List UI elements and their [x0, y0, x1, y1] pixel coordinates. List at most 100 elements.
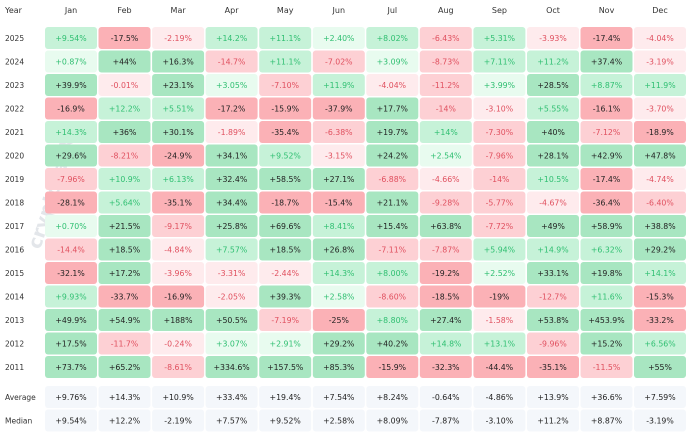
cell-2014-mar [152, 285, 205, 308]
cell-value-2013-mar: +188% [164, 316, 193, 325]
cell-value-2023-jul: -4.04% [379, 81, 407, 90]
cell-value-2011-sep: -44.4% [486, 363, 514, 372]
summary-cell-median-jun [312, 409, 365, 432]
row-label-2013: 2013 [5, 316, 24, 325]
cell-value-2015-may: -2.44% [271, 269, 299, 278]
column-header-oct: Oct [546, 6, 560, 15]
summary-cell-median-dec [634, 409, 686, 432]
cell-2011-nov [580, 356, 633, 378]
cell-value-2024-apr: -14.7% [218, 58, 246, 67]
cell-2022-sep [473, 97, 526, 120]
summary-cell-median-oct [527, 409, 579, 432]
cell-2019-nov [580, 168, 633, 190]
cell-2013-oct [527, 309, 579, 331]
cell-2016-apr [205, 238, 258, 261]
cell-value-2018-jan: -28.1% [57, 199, 85, 208]
cell-value-2014-oct: -12.7% [539, 293, 567, 302]
cell-2015-feb [98, 262, 151, 284]
cell-value-2016-jan: -14.4% [57, 246, 85, 255]
cell-value-2025-mar: -2.19% [164, 34, 192, 43]
column-header-row: Year Jan Feb Mar Apr May Jun Jul Aug Sep Oct Nov De… [4, 6, 668, 15]
cell-value-2018-oct: -4.67% [539, 199, 567, 208]
summary-value-average-oct: +13.9% [537, 393, 568, 402]
cell-2017-oct [527, 215, 579, 237]
summary-value-median-apr: +7.57% [216, 417, 247, 426]
cell-value-2016-nov: +6.32% [591, 246, 622, 255]
cell-value-2016-feb: +18.5% [109, 246, 140, 255]
cell-value-2022-jun: -37.9% [325, 105, 353, 114]
cell-value-2017-dec: +38.8% [644, 222, 675, 231]
cell-2021-jun [312, 121, 365, 143]
cell-value-2015-sep: +2.52% [484, 269, 515, 278]
cell-2020-mar [152, 144, 205, 167]
cell-2022-jun [312, 97, 365, 120]
cell-value-2016-apr: +7.57% [216, 246, 247, 255]
cell-value-2019-mar: +6.13% [162, 175, 193, 184]
summary-cell-average-mar [152, 386, 205, 408]
summary-value-average-jun: +7.54% [323, 393, 354, 402]
cell-2021-jul [366, 121, 419, 143]
cell-value-2013-aug: +27.4% [430, 316, 461, 325]
cell-2021-may [259, 121, 312, 143]
summary-cell-average-apr [205, 386, 258, 408]
cell-value-2025-may: +11.1% [270, 34, 301, 43]
cell-2025-aug [419, 27, 472, 49]
cell-value-2012-oct: -9.96% [539, 340, 567, 349]
summary-cell-average-jul [366, 386, 419, 408]
cell-value-2023-dec: +11.9% [644, 81, 675, 90]
cell-value-2023-mar: +23.1% [162, 81, 193, 90]
cell-value-2014-may: +39.3% [270, 293, 301, 302]
cell-2024-apr [205, 50, 258, 73]
cell-2012-aug [419, 332, 472, 355]
cell-2017-mar [152, 215, 205, 237]
cell-value-2017-apr: +25.8% [216, 222, 247, 231]
cell-2012-jun [312, 332, 365, 355]
cell-value-2025-feb: -17.5% [111, 34, 139, 43]
cell-2022-oct [527, 97, 579, 120]
summary-value-average-dec: +7.59% [644, 393, 675, 402]
cell-2012-sep [473, 332, 526, 355]
cell-2025-apr [205, 27, 258, 49]
column-header-aug: Aug [438, 6, 454, 15]
summary-cell-median-feb [98, 409, 151, 432]
cell-value-2018-nov: -36.4% [593, 199, 621, 208]
cell-2023-jun [312, 74, 365, 96]
cell-value-2014-nov: +11.6% [591, 293, 622, 302]
cell-2018-oct [527, 191, 579, 214]
cell-value-2011-jan: +73.7% [55, 363, 86, 372]
summary-value-median-may: +9.52% [270, 417, 301, 426]
cell-value-2023-jan: +39.9% [55, 81, 86, 90]
cell-2012-nov [580, 332, 633, 355]
cell-value-2014-sep: -19% [489, 293, 509, 302]
row-label-2011: 2011 [5, 363, 24, 372]
cell-2025-sep [473, 27, 526, 49]
cell-value-2023-jun: +11.9% [323, 81, 354, 90]
cell-2019-jan [45, 168, 97, 190]
summary-cell-median-may [259, 409, 312, 432]
cell-value-2015-dec: +14.1% [644, 269, 675, 278]
cell-2017-sep [473, 215, 526, 237]
cell-2017-dec [634, 215, 686, 237]
cell-value-2022-nov: -16.1% [593, 105, 621, 114]
cell-2011-mar [152, 356, 205, 378]
summary-cell-average-feb [98, 386, 151, 408]
cell-2018-mar [152, 191, 205, 214]
row-label-2023: 2023 [5, 81, 24, 90]
cell-2018-feb [98, 191, 151, 214]
cell-2018-jun [312, 191, 365, 214]
cell-value-2025-dec: -4.04% [646, 34, 674, 43]
cell-2016-mar [152, 238, 205, 261]
cell-2021-sep [473, 121, 526, 143]
cell-2013-may [259, 309, 312, 331]
cell-2022-nov [580, 97, 633, 120]
cell-value-2023-may: -7.10% [271, 81, 299, 90]
cell-value-2021-oct: +40% [541, 128, 565, 137]
cell-value-2023-oct: +28.5% [537, 81, 568, 90]
cell-value-2024-feb: +44% [113, 58, 137, 67]
cell-2016-jul [366, 238, 419, 261]
cell-2024-oct [527, 50, 579, 73]
cell-2025-feb [98, 27, 151, 49]
cell-2016-may [259, 238, 312, 261]
cell-2024-jun [312, 50, 365, 73]
cell-2012-dec [634, 332, 686, 355]
